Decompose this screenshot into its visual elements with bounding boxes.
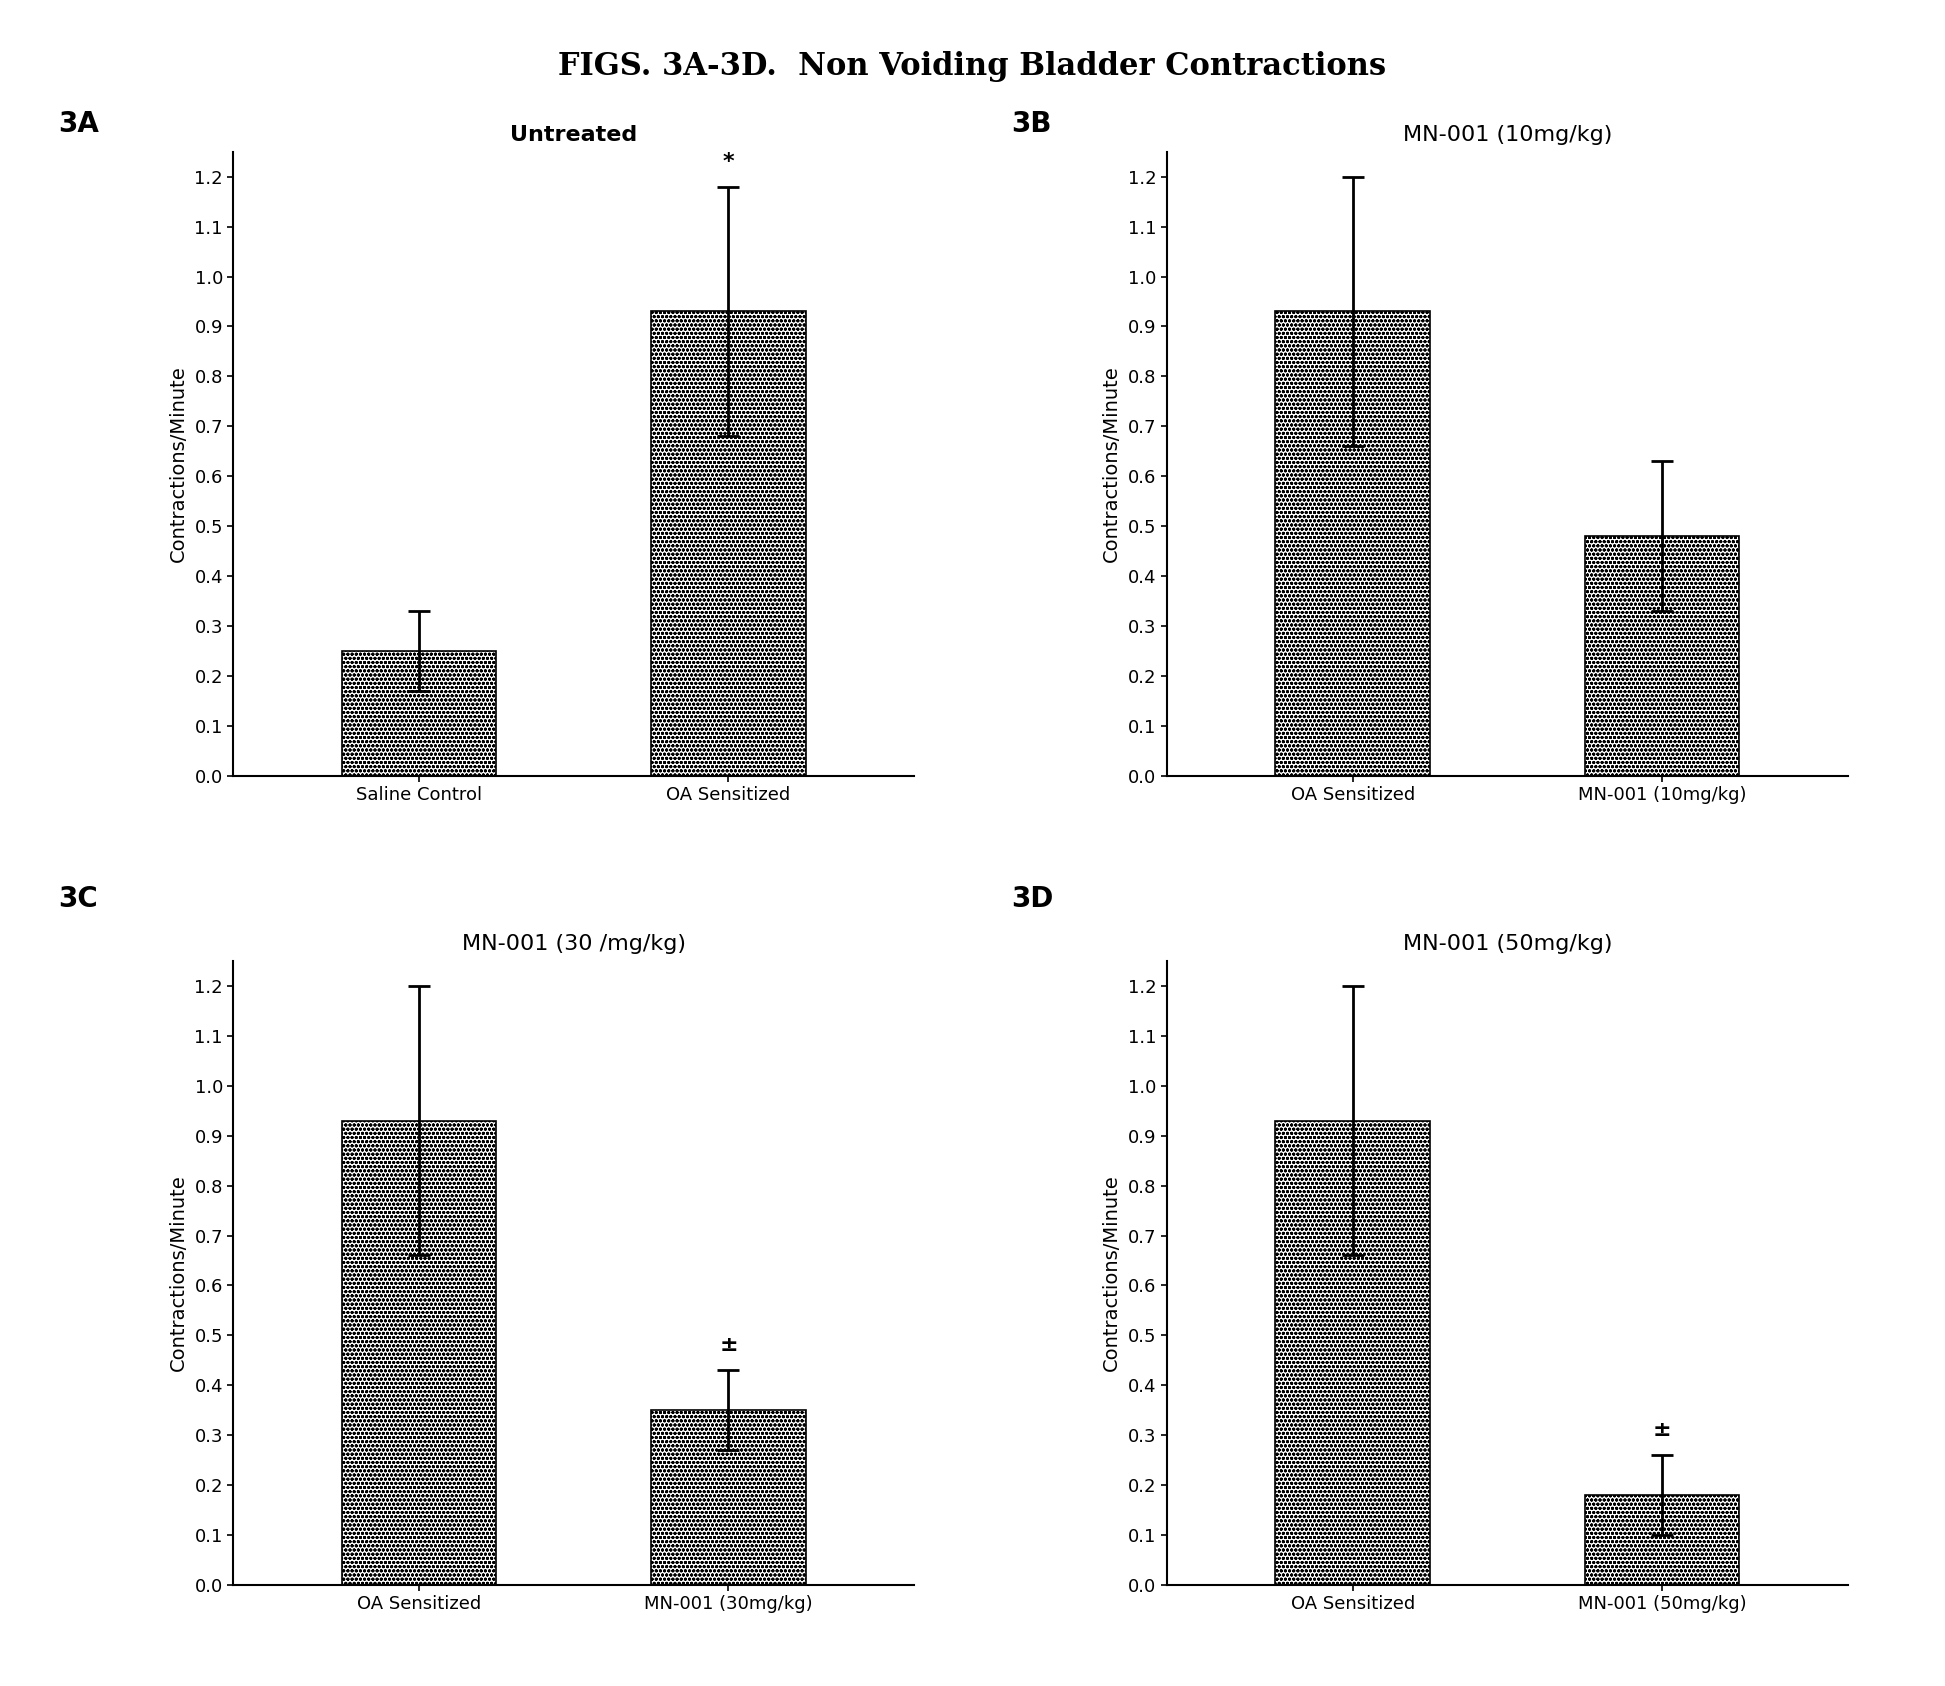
- Y-axis label: Contractions/Minute: Contractions/Minute: [169, 1175, 187, 1371]
- Bar: [652, 312, 805, 776]
- Bar: [1276, 1121, 1430, 1585]
- Text: ±: ±: [1653, 1420, 1671, 1440]
- Bar: [342, 651, 496, 776]
- Text: 3A: 3A: [58, 110, 99, 138]
- Title: MN-001 (10mg/kg): MN-001 (10mg/kg): [1402, 125, 1612, 145]
- Text: ±: ±: [720, 1335, 737, 1356]
- Text: 3D: 3D: [1011, 885, 1054, 914]
- Bar: [652, 1409, 805, 1585]
- Title: MN-001 (30 /mg/kg): MN-001 (30 /mg/kg): [461, 934, 687, 954]
- Bar: [1585, 1495, 1739, 1585]
- Y-axis label: Contractions/Minute: Contractions/Minute: [169, 366, 187, 561]
- Text: FIGS. 3A-3D.  Non Voiding Bladder Contractions: FIGS. 3A-3D. Non Voiding Bladder Contrac…: [558, 51, 1387, 81]
- Bar: [1585, 536, 1739, 776]
- Bar: [342, 1121, 496, 1585]
- Text: 3C: 3C: [58, 885, 97, 914]
- Y-axis label: Contractions/Minute: Contractions/Minute: [1103, 1175, 1120, 1371]
- Title: MN-001 (50mg/kg): MN-001 (50mg/kg): [1402, 934, 1612, 954]
- Text: *: *: [724, 152, 735, 172]
- Title: Untreated: Untreated: [510, 125, 638, 145]
- Bar: [1276, 312, 1430, 776]
- Text: 3B: 3B: [1011, 110, 1052, 138]
- Y-axis label: Contractions/Minute: Contractions/Minute: [1103, 366, 1120, 561]
